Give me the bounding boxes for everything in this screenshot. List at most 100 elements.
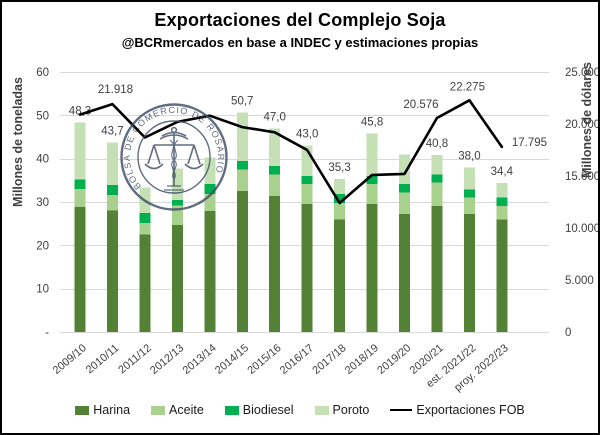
bar-proy. 2022/23-harina xyxy=(496,219,508,332)
bar-2015/16-poroto xyxy=(269,128,281,167)
bar-2009/10-aceite xyxy=(74,189,86,208)
legend-item-biodiesel: Biodiesel xyxy=(224,403,294,417)
x-tick-2015/16: 2015/16 xyxy=(245,342,283,377)
chart-title: Exportaciones del Complejo Soja xyxy=(154,10,446,30)
bar-2014/15-aceite xyxy=(236,169,248,192)
left-tick-20: 20 xyxy=(36,240,49,252)
fob-label-proy. 2022/23: 17.795 xyxy=(512,137,547,149)
bar-2018/19-harina xyxy=(366,204,378,332)
left-tick-50: 50 xyxy=(36,110,49,122)
bar-est. 2021/22-aceite xyxy=(463,197,475,215)
right-tick-5000: 5.000 xyxy=(565,275,594,287)
bar-2012/13-harina xyxy=(171,224,183,332)
legend-color-swatch xyxy=(75,405,90,415)
legend: Harina Aceite Biodiesel Poroto Exportaciones… xyxy=(2,403,598,417)
left-tick-60: 60 xyxy=(36,67,49,79)
legend-item-exportaciones-fob: Exportaciones FOB xyxy=(390,403,525,417)
bar-2009/10-biodiesel xyxy=(74,179,86,189)
legend-line-swatch xyxy=(390,409,413,411)
bar-2012/13-poroto xyxy=(171,168,183,200)
legend-color-swatch xyxy=(224,405,239,415)
bar-2019/20-aceite xyxy=(399,192,410,215)
x-tick-2014/15: 2014/15 xyxy=(213,342,251,377)
bar-2015/16-harina xyxy=(269,195,281,332)
bar-2015/16-biodiesel xyxy=(269,166,281,175)
x-tick-2016/17: 2016/17 xyxy=(278,342,316,377)
bar-2011/12-poroto xyxy=(139,187,151,213)
bar-2013/14-harina xyxy=(204,211,216,332)
fob-label-est. 2021/22: 22.275 xyxy=(450,81,485,93)
bar-2020/21-biodiesel xyxy=(431,174,443,183)
bar-total-label-2015/16: 47,0 xyxy=(264,111,286,123)
bar-2016/17-poroto xyxy=(301,145,313,176)
right-tick-20000: 20.000 xyxy=(565,119,600,131)
bar-2018/19-poroto xyxy=(366,133,378,176)
bar-2011/12-aceite xyxy=(139,222,151,235)
bar-2020/21-aceite xyxy=(431,182,443,206)
bar-proy. 2022/23-biodiesel xyxy=(496,197,508,206)
bar-total-label-est. 2021/22: 38,0 xyxy=(458,150,480,162)
legend-color-swatch xyxy=(151,405,166,415)
x-tick-2019/20: 2019/20 xyxy=(375,342,413,377)
bar-2013/14-aceite xyxy=(204,193,216,212)
right-tick-0: 0 xyxy=(565,327,571,339)
bar-total-label-2009/10: 48,3 xyxy=(69,106,91,118)
bar-2015/16-aceite xyxy=(269,174,281,196)
fob-label-2010/11: 21.918 xyxy=(98,84,133,96)
bar-proy. 2022/23-aceite xyxy=(496,205,508,220)
chart-subtitle: @BCRmercados en base a INDEC y estimacio… xyxy=(121,35,479,50)
bar-2018/19-biodiesel xyxy=(366,176,378,185)
right-tick-10000: 10.000 xyxy=(565,223,600,235)
bar-est. 2021/22-biodiesel xyxy=(463,189,475,198)
fob-label-2020/21: 20.576 xyxy=(403,99,438,111)
bar-total-label-2010/11: 43,7 xyxy=(101,126,123,138)
bar-est. 2021/22-poroto xyxy=(463,167,475,190)
bar-2011/12-biodiesel xyxy=(139,212,151,223)
legend-label: Aceite xyxy=(169,403,204,417)
bar-2017/18-aceite xyxy=(334,202,346,220)
bar-2017/18-harina xyxy=(334,219,346,332)
right-tick-15000: 15.000 xyxy=(565,171,600,183)
bar-2010/11-poroto xyxy=(106,142,118,186)
bar-2012/13-biodiesel xyxy=(171,199,183,206)
x-tick-2012/13: 2012/13 xyxy=(148,342,186,377)
bar-2013/14-poroto xyxy=(204,157,216,185)
legend-label: Poroto xyxy=(332,403,370,417)
legend-item-poroto: Poroto xyxy=(314,403,370,417)
bar-total-label-2014/15: 50,7 xyxy=(231,95,253,107)
x-tick-2010/11: 2010/11 xyxy=(84,342,122,376)
bar-2014/15-poroto xyxy=(236,112,248,161)
bar-2012/13-aceite xyxy=(171,205,183,225)
bar-2010/11-harina xyxy=(106,210,118,332)
bar-2013/14-biodiesel xyxy=(204,184,216,194)
left-tick-30: 30 xyxy=(36,197,49,209)
bar-total-label-2016/17: 43,0 xyxy=(296,129,318,141)
legend-label: Exportaciones FOB xyxy=(416,403,525,417)
bar-2017/18-poroto xyxy=(334,179,346,195)
bar-2016/17-aceite xyxy=(301,184,313,205)
bar-2009/10-poroto xyxy=(74,122,86,180)
x-tick-2009/10: 2009/10 xyxy=(51,342,89,377)
bar-2019/20-harina xyxy=(399,214,410,332)
bar-2016/17-biodiesel xyxy=(301,176,313,185)
legend-label: Harina xyxy=(93,403,131,417)
legend-item-aceite: Aceite xyxy=(151,403,204,417)
bar-2020/21-poroto xyxy=(431,155,443,175)
bar-2018/19-aceite xyxy=(366,184,378,205)
legend-label: Biodiesel xyxy=(242,403,294,417)
left-tick-10: 10 xyxy=(36,284,49,296)
bar-2016/17-harina xyxy=(301,204,313,332)
x-tick-2018/19: 2018/19 xyxy=(343,342,381,377)
bar-est. 2021/22-harina xyxy=(463,214,475,332)
right-tick-25000: 25.000 xyxy=(565,67,600,79)
bar-2017/18-biodiesel xyxy=(334,194,346,203)
bar-2014/15-harina xyxy=(236,191,248,332)
bar-2014/15-biodiesel xyxy=(236,160,248,170)
bar-2020/21-harina xyxy=(431,205,443,332)
left-tick-0: - xyxy=(45,327,49,339)
bar-total-label-2018/19: 45,8 xyxy=(361,117,383,129)
bar-2019/20-biodiesel xyxy=(399,184,410,193)
x-tick-2017/18: 2017/18 xyxy=(310,342,348,377)
